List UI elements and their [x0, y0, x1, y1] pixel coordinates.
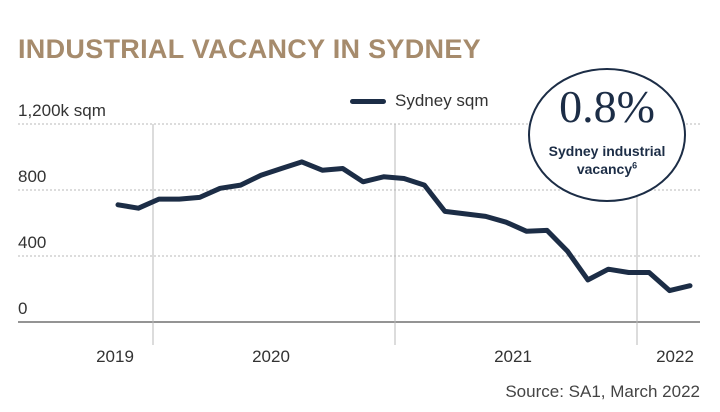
series-line-sydney-sqm	[115, 159, 693, 294]
callout-value: 0.8%	[559, 81, 655, 132]
vacancy-callout: 0.8% Sydney industrial vacancy6	[528, 68, 686, 202]
y-tick-label: 1,200k sqm	[18, 101, 106, 120]
y-tick-label: 800	[18, 167, 46, 186]
x-tick-label: 2021	[494, 347, 532, 366]
x-tick-label: 2020	[252, 347, 290, 366]
x-tick-label: 2022	[656, 347, 694, 366]
callout-label-text: Sydney industrial vacancy	[548, 143, 666, 177]
legend: Sydney sqm	[350, 91, 489, 111]
legend-line-swatch	[350, 98, 386, 104]
y-tick-label: 0	[18, 299, 27, 318]
legend-label: Sydney sqm	[395, 91, 489, 110]
source-note: Source: SA1, March 2022	[505, 382, 700, 401]
callout-label: Sydney industrial vacancy6	[544, 142, 670, 178]
chart-title: INDUSTRIAL VACANCY IN SYDNEY	[18, 34, 481, 64]
callout-footnote: 6	[632, 160, 638, 171]
x-tick-label: 2019	[96, 347, 134, 366]
y-tick-label: 400	[18, 233, 46, 252]
